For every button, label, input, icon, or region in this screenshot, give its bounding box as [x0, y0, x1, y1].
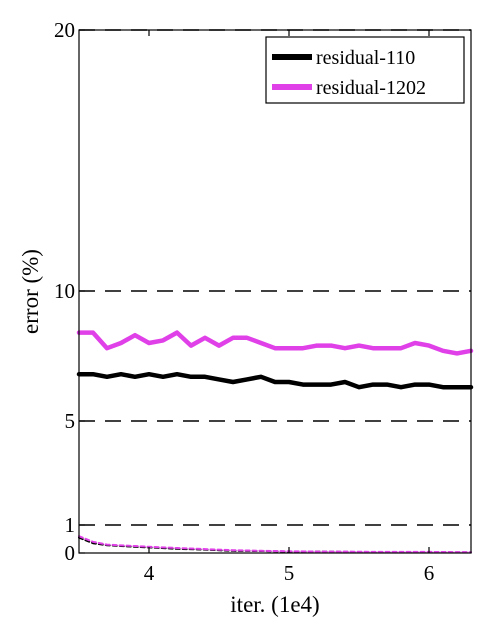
grid-lines [79, 29, 471, 526]
series-line-residual-1202-train [78, 535, 472, 554]
y-axis-label: error (%) [18, 249, 43, 334]
legend: residual-110 residual-1202 [265, 36, 465, 104]
series-line-residual-110-test [76, 371, 474, 390]
y-tick-label: 0 [65, 541, 76, 565]
x-tick-label: 4 [144, 561, 155, 585]
y-tick-label: 10 [54, 279, 75, 303]
x-axis-label: iter. (1e4) [230, 592, 319, 617]
y-tick-label: 20 [54, 18, 75, 42]
x-tick-label: 5 [284, 561, 295, 585]
legend-box [265, 36, 465, 104]
x-tick-label: 6 [424, 561, 435, 585]
axis-ticks: 0 1 5 10 20 4 5 6 [54, 18, 434, 585]
y-tick-label: 5 [65, 409, 76, 433]
series-line-residual-1202-test [76, 330, 474, 356]
series-layer [76, 330, 474, 554]
legend-label: residual-110 [316, 47, 415, 69]
legend-label: residual-1202 [316, 77, 426, 99]
y-tick-label: 1 [65, 513, 76, 537]
